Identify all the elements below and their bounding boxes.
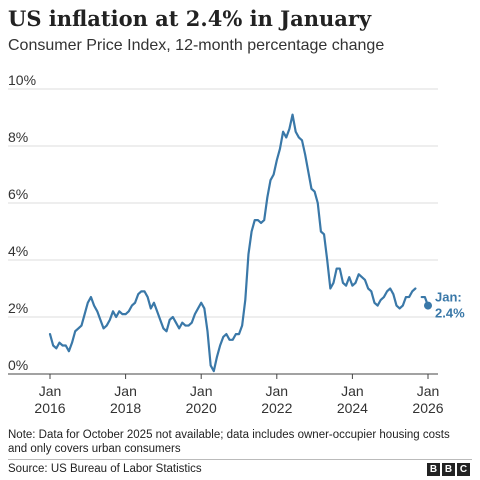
x-tick-label: 2026 <box>412 400 443 416</box>
bbc-logo: B B C <box>427 463 470 476</box>
y-tick-label: 0% <box>8 357 28 373</box>
annotation-label: Jan: <box>435 290 462 305</box>
bbc-logo-letter: B <box>427 463 440 476</box>
series-line <box>48 113 417 373</box>
x-tick-label: Jan <box>39 383 62 399</box>
annotation-label: 2.4% <box>435 306 465 321</box>
x-tick-label: 2020 <box>186 400 217 416</box>
line-chart: 0%2%4%6%8%10%Jan2016Jan2018Jan2020Jan202… <box>8 72 465 416</box>
bbc-logo-letter: B <box>442 463 455 476</box>
x-tick-label: Jan <box>190 383 213 399</box>
x-tick-label: Jan <box>417 383 440 399</box>
footer-divider <box>8 459 472 460</box>
x-tick-label: 2016 <box>34 400 65 416</box>
x-tick-label: Jan <box>341 383 364 399</box>
x-tick-label: 2022 <box>261 400 292 416</box>
y-tick-label: 4% <box>8 243 28 259</box>
x-tick-label: Jan <box>114 383 137 399</box>
y-tick-label: 10% <box>8 72 36 88</box>
bbc-logo-letter: C <box>457 463 470 476</box>
x-tick-label: 2024 <box>337 400 368 416</box>
y-tick-label: 2% <box>8 300 28 316</box>
y-tick-label: 8% <box>8 129 28 145</box>
chart-source: Source: US Bureau of Labor Statistics <box>8 463 202 475</box>
chart-subtitle: Consumer Price Index, 12-month percentag… <box>8 37 385 54</box>
y-tick-label: 6% <box>8 186 28 202</box>
x-tick-label: Jan <box>266 383 289 399</box>
chart-note: Note: Data for October 2025 not availabl… <box>8 429 450 455</box>
chart-title: US inflation at 2.4% in January <box>8 6 372 31</box>
x-tick-label: 2018 <box>110 400 141 416</box>
latest-point <box>424 301 432 310</box>
